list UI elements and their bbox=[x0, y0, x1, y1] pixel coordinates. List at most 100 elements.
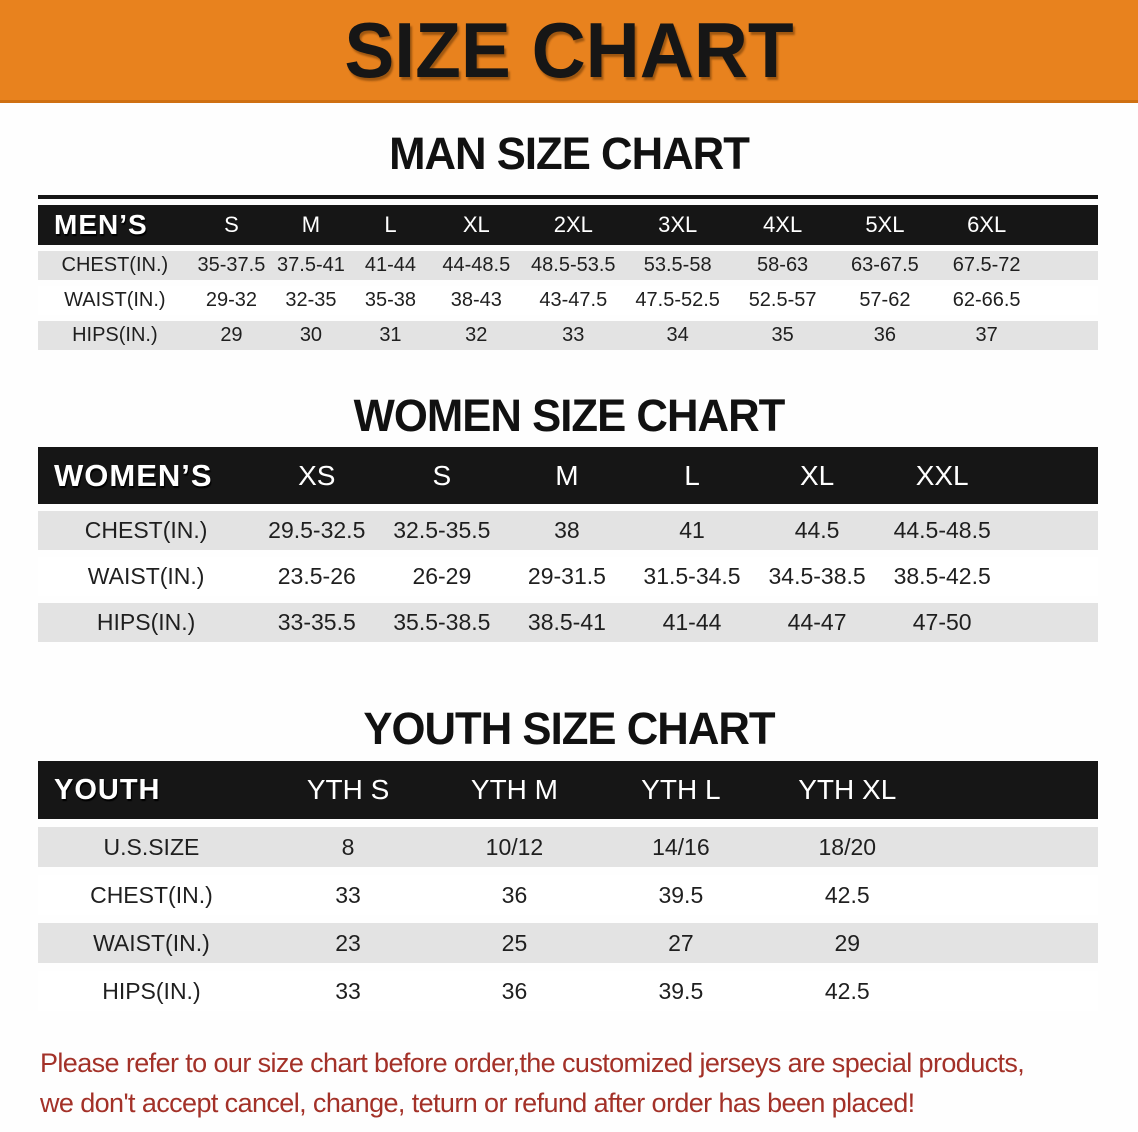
row-spacer bbox=[1037, 286, 1098, 315]
size-value-cell: 42.5 bbox=[764, 875, 931, 915]
row-spacer bbox=[1037, 321, 1098, 350]
footer-note-line2: we don't accept cancel, change, teturn o… bbox=[40, 1088, 915, 1118]
size-value-cell: 26-29 bbox=[379, 557, 505, 596]
size-value-cell: 41 bbox=[629, 511, 755, 550]
size-value-cell: 44.5-48.5 bbox=[879, 511, 1005, 550]
size-value-cell: 44-47 bbox=[754, 603, 880, 642]
size-column-header: M bbox=[271, 205, 351, 245]
size-column-header: YTH L bbox=[597, 761, 765, 819]
size-column-header: XL bbox=[430, 205, 523, 245]
size-value-cell: 25 bbox=[431, 923, 598, 963]
size-value-cell: 23.5-26 bbox=[254, 557, 380, 596]
row-spacer bbox=[1004, 557, 1098, 596]
size-value-cell: 52.5-57 bbox=[731, 286, 835, 315]
size-value-cell: 35-37.5 bbox=[191, 251, 272, 280]
size-value-cell: 48.5-53.5 bbox=[522, 251, 625, 280]
row-label: U.S.SIZE bbox=[38, 827, 265, 867]
size-column-header: 3XL bbox=[624, 205, 732, 245]
size-value-cell: 37.5-41 bbox=[271, 251, 351, 280]
size-value-cell: 36 bbox=[834, 321, 936, 350]
size-value-cell: 38-43 bbox=[430, 286, 523, 315]
row-spacer bbox=[930, 827, 1098, 867]
table-row: U.S.SIZE 8 10/12 14/16 18/20 bbox=[38, 827, 1098, 867]
size-value-cell: 23 bbox=[264, 923, 432, 963]
row-label: CHEST(IN.) bbox=[38, 511, 255, 550]
header-row: WOMEN’S XS S M L XL XXL bbox=[38, 447, 1098, 504]
size-column-header: YTH M bbox=[431, 761, 598, 819]
header-spacer bbox=[1037, 205, 1098, 245]
size-value-cell: 41-44 bbox=[350, 251, 431, 280]
row-label: WAIST(IN.) bbox=[38, 923, 265, 963]
table-corner-label: MEN’S bbox=[38, 205, 192, 245]
size-column-header: 2XL bbox=[522, 205, 625, 245]
size-value-cell: 27 bbox=[597, 923, 765, 963]
size-value-cell: 57-62 bbox=[834, 286, 936, 315]
size-value-cell: 67.5-72 bbox=[935, 251, 1038, 280]
row-spacer bbox=[1037, 251, 1098, 280]
size-column-header: L bbox=[629, 447, 755, 504]
row-spacer bbox=[930, 971, 1098, 1011]
size-value-cell: 33 bbox=[264, 971, 432, 1011]
size-value-cell: 62-66.5 bbox=[935, 286, 1038, 315]
size-value-cell: 36 bbox=[431, 971, 598, 1011]
size-column-header: M bbox=[504, 447, 630, 504]
size-value-cell: 36 bbox=[431, 875, 598, 915]
size-value-cell: 63-67.5 bbox=[834, 251, 936, 280]
size-value-cell: 38 bbox=[504, 511, 630, 550]
size-value-cell: 29 bbox=[191, 321, 272, 350]
size-value-cell: 31 bbox=[350, 321, 431, 350]
women-size-section: WOMEN SIZE CHART WOMEN’S XS S M L XL XXL CHEST(… bbox=[0, 392, 1138, 649]
row-label: CHEST(IN.) bbox=[38, 251, 192, 280]
man-size-section: MAN SIZE CHART MEN’S S M L XL 2XL 3XL 4XL 5XL 6XL… bbox=[0, 130, 1138, 356]
row-spacer bbox=[930, 923, 1098, 963]
size-column-header: XL bbox=[754, 447, 880, 504]
size-value-cell: 10/12 bbox=[431, 827, 598, 867]
header-row: MEN’S S M L XL 2XL 3XL 4XL 5XL 6XL bbox=[38, 205, 1098, 245]
table-row: HIPS(IN.) 33-35.5 35.5-38.5 38.5-41 41-44 44-… bbox=[38, 603, 1098, 642]
youth-size-section: YOUTH SIZE CHART YOUTH YTH S YTH M YTH L YTH… bbox=[0, 705, 1138, 1019]
size-value-cell: 32 bbox=[430, 321, 523, 350]
size-column-header: S bbox=[379, 447, 505, 504]
women-section-heading: WOMEN SIZE CHART bbox=[353, 390, 786, 441]
table-row: CHEST(IN.) 35-37.5 37.5-41 41-44 44-48.5 48.5… bbox=[38, 251, 1098, 280]
table-corner-label: YOUTH bbox=[38, 761, 265, 819]
mens-size-table: MEN’S S M L XL 2XL 3XL 4XL 5XL 6XL CHEST(IN.) 35-37… bbox=[38, 199, 1098, 356]
header-row: YOUTH YTH S YTH M YTH L YTH XL bbox=[38, 761, 1098, 819]
size-value-cell: 37 bbox=[935, 321, 1038, 350]
size-column-header: XXL bbox=[879, 447, 1005, 504]
table-row: HIPS(IN.) 33 36 39.5 42.5 bbox=[38, 971, 1098, 1011]
table-row: CHEST(IN.) 29.5-32.5 32.5-35.5 38 41 44.5 44.5… bbox=[38, 511, 1098, 550]
size-column-header: 4XL bbox=[731, 205, 835, 245]
size-column-header: XS bbox=[254, 447, 380, 504]
size-value-cell: 33 bbox=[264, 875, 432, 915]
size-value-cell: 43-47.5 bbox=[522, 286, 625, 315]
size-column-header: YTH S bbox=[264, 761, 432, 819]
size-column-header: L bbox=[350, 205, 431, 245]
row-label: WAIST(IN.) bbox=[38, 557, 255, 596]
size-column-header: YTH XL bbox=[764, 761, 931, 819]
banner: SIZE CHART bbox=[0, 0, 1138, 103]
youth-section-heading: YOUTH SIZE CHART bbox=[363, 703, 775, 754]
row-label: HIPS(IN.) bbox=[38, 971, 265, 1011]
footer-note: Please refer to our size chart before or… bbox=[40, 1043, 1138, 1123]
size-value-cell: 35 bbox=[731, 321, 835, 350]
size-value-cell: 8 bbox=[264, 827, 432, 867]
size-value-cell: 14/16 bbox=[597, 827, 765, 867]
size-value-cell: 29-32 bbox=[191, 286, 272, 315]
size-value-cell: 29.5-32.5 bbox=[254, 511, 380, 550]
size-value-cell: 42.5 bbox=[764, 971, 931, 1011]
table-row: WAIST(IN.) 29-32 32-35 35-38 38-43 43-47.5 47.… bbox=[38, 286, 1098, 315]
womens-size-table: WOMEN’S XS S M L XL XXL CHEST(IN.) 29.5-32.5 32.5… bbox=[38, 440, 1098, 649]
row-spacer bbox=[1004, 511, 1098, 550]
size-value-cell: 32-35 bbox=[271, 286, 351, 315]
footer-note-line1: Please refer to our size chart before or… bbox=[40, 1048, 1025, 1078]
table-row: HIPS(IN.) 29 30 31 32 33 34 35 36 37 bbox=[38, 321, 1098, 350]
size-value-cell: 33 bbox=[522, 321, 625, 350]
mens-table-topline bbox=[38, 195, 1098, 199]
size-value-cell: 41-44 bbox=[629, 603, 755, 642]
size-value-cell: 38.5-42.5 bbox=[879, 557, 1005, 596]
size-value-cell: 29 bbox=[764, 923, 931, 963]
table-row: WAIST(IN.) 23 25 27 29 bbox=[38, 923, 1098, 963]
header-spacer bbox=[1004, 447, 1098, 504]
youth-size-table: YOUTH YTH S YTH M YTH L YTH XL U.S.SIZE 8 10/12… bbox=[38, 753, 1098, 1019]
